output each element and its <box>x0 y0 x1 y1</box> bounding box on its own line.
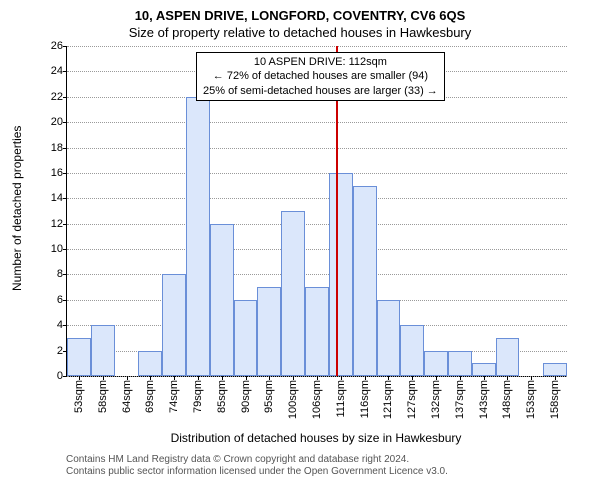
xtick-label: 158sqm <box>549 380 561 419</box>
histogram-bar <box>400 325 424 376</box>
gridline <box>67 249 567 250</box>
histogram-bar <box>138 351 162 376</box>
chart-title-main: 10, ASPEN DRIVE, LONGFORD, COVENTRY, CV6… <box>0 0 600 23</box>
gridline <box>67 122 567 123</box>
ytick-label: 6 <box>57 294 63 306</box>
xtick-label: 143sqm <box>478 380 490 419</box>
histogram-bar <box>67 338 91 376</box>
histogram-bar <box>424 351 448 376</box>
ytick-label: 20 <box>51 116 63 128</box>
xtick-label: 106sqm <box>311 380 323 419</box>
ytick-mark <box>63 198 67 199</box>
xtick-label: 74sqm <box>168 380 180 413</box>
gridline <box>67 46 567 47</box>
xtick-label: 100sqm <box>287 380 299 419</box>
histogram-bar <box>257 287 281 376</box>
y-axis-label: Number of detached properties <box>10 126 24 291</box>
annotation-line: 10 ASPEN DRIVE: 112sqm <box>203 55 438 69</box>
annotation-box: 10 ASPEN DRIVE: 112sqm ← 72% of detached… <box>196 52 445 101</box>
xtick-label: 95sqm <box>263 380 275 413</box>
histogram-bar <box>472 363 496 376</box>
histogram-bar <box>496 338 520 376</box>
ytick-mark <box>63 325 67 326</box>
ytick-label: 18 <box>51 142 63 154</box>
xtick-label: 116sqm <box>359 380 371 418</box>
xtick-label: 79sqm <box>192 380 204 413</box>
gridline <box>67 198 567 199</box>
ytick-mark <box>63 97 67 98</box>
histogram-bar <box>329 173 353 376</box>
footer-line: Contains HM Land Registry data © Crown c… <box>66 454 448 466</box>
ytick-mark <box>63 122 67 123</box>
xtick-label: 153sqm <box>525 380 537 419</box>
ytick-label: 8 <box>57 268 63 280</box>
ytick-label: 2 <box>57 345 63 357</box>
chart-title-sub: Size of property relative to detached ho… <box>0 23 600 40</box>
histogram-bar <box>543 363 567 376</box>
ytick-label: 12 <box>51 218 63 230</box>
annotation-line: ← 72% of detached houses are smaller (94… <box>203 69 438 83</box>
histogram-bar <box>162 274 186 376</box>
ytick-mark <box>63 274 67 275</box>
xtick-label: 90sqm <box>240 380 252 413</box>
ytick-mark <box>63 173 67 174</box>
xtick-label: 85sqm <box>216 380 228 413</box>
ytick-mark <box>63 148 67 149</box>
gridline <box>67 148 567 149</box>
annotation-line: 25% of semi-detached houses are larger (… <box>203 84 438 98</box>
xtick-label: 64sqm <box>121 380 133 413</box>
ytick-mark <box>63 300 67 301</box>
histogram-bar <box>448 351 472 376</box>
histogram-bar <box>305 287 329 376</box>
xtick-label: 58sqm <box>97 380 109 413</box>
ytick-label: 22 <box>51 91 63 103</box>
ytick-label: 26 <box>51 40 63 52</box>
xtick-label: 53sqm <box>73 380 85 413</box>
x-axis-label: Distribution of detached houses by size … <box>166 431 466 445</box>
gridline <box>67 224 567 225</box>
ytick-mark <box>63 46 67 47</box>
ytick-mark <box>63 249 67 250</box>
histogram-bar <box>281 211 305 376</box>
histogram-bar <box>353 186 377 376</box>
xtick-label: 69sqm <box>144 380 156 413</box>
xtick-label: 121sqm <box>382 380 394 419</box>
xtick-label: 137sqm <box>454 380 466 419</box>
histogram-bar <box>377 300 401 376</box>
histogram-bar <box>91 325 115 376</box>
xtick-label: 132sqm <box>430 380 442 419</box>
xtick-label: 127sqm <box>406 380 418 419</box>
histogram-bar <box>210 224 234 376</box>
histogram-bar <box>234 300 258 376</box>
ytick-label: 24 <box>51 65 63 77</box>
histogram-bar <box>186 97 210 376</box>
gridline <box>67 274 567 275</box>
xtick-label: 148sqm <box>501 380 513 419</box>
ytick-label: 10 <box>51 243 63 255</box>
ytick-label: 16 <box>51 167 63 179</box>
footer-attribution: Contains HM Land Registry data © Crown c… <box>66 454 448 478</box>
gridline <box>67 173 567 174</box>
ytick-label: 0 <box>57 370 63 382</box>
ytick-mark <box>63 376 67 377</box>
ytick-label: 14 <box>51 192 63 204</box>
xtick-label: 111sqm <box>335 380 347 418</box>
ytick-label: 4 <box>57 319 63 331</box>
footer-line: Contains public sector information licen… <box>66 466 448 478</box>
ytick-mark <box>63 224 67 225</box>
ytick-mark <box>63 71 67 72</box>
